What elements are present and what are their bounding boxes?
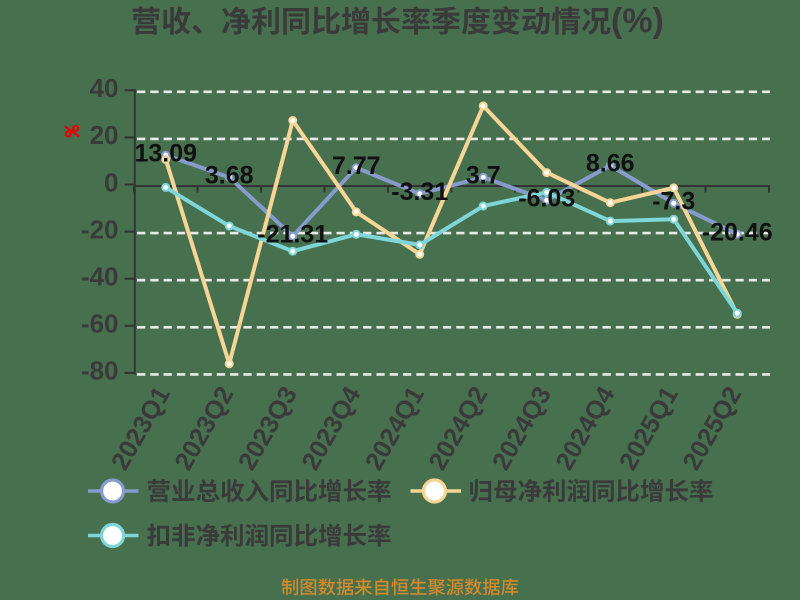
svg-text:(%): (%): [611, 2, 664, 40]
svg-text:-80: -80: [81, 356, 119, 386]
svg-text:0: 0: [104, 167, 118, 197]
svg-text:-7.3: -7.3: [652, 187, 695, 215]
svg-text:-3.31: -3.31: [391, 178, 448, 206]
svg-text:40: 40: [90, 73, 119, 103]
svg-text:3.7: 3.7: [466, 161, 501, 189]
svg-text:13.09: 13.09: [134, 139, 197, 167]
svg-text:8.66: 8.66: [586, 150, 635, 178]
svg-text:-20: -20: [81, 214, 119, 244]
svg-text:-20.46: -20.46: [702, 218, 773, 246]
svg-text:-60: -60: [81, 309, 119, 339]
svg-text:20: 20: [90, 120, 119, 150]
svg-text:7.77: 7.77: [332, 152, 381, 180]
svg-text:3.68: 3.68: [205, 161, 254, 189]
svg-text:-40: -40: [81, 262, 119, 292]
svg-text:-21.31: -21.31: [257, 220, 328, 248]
svg-text:-6.03: -6.03: [518, 184, 575, 212]
